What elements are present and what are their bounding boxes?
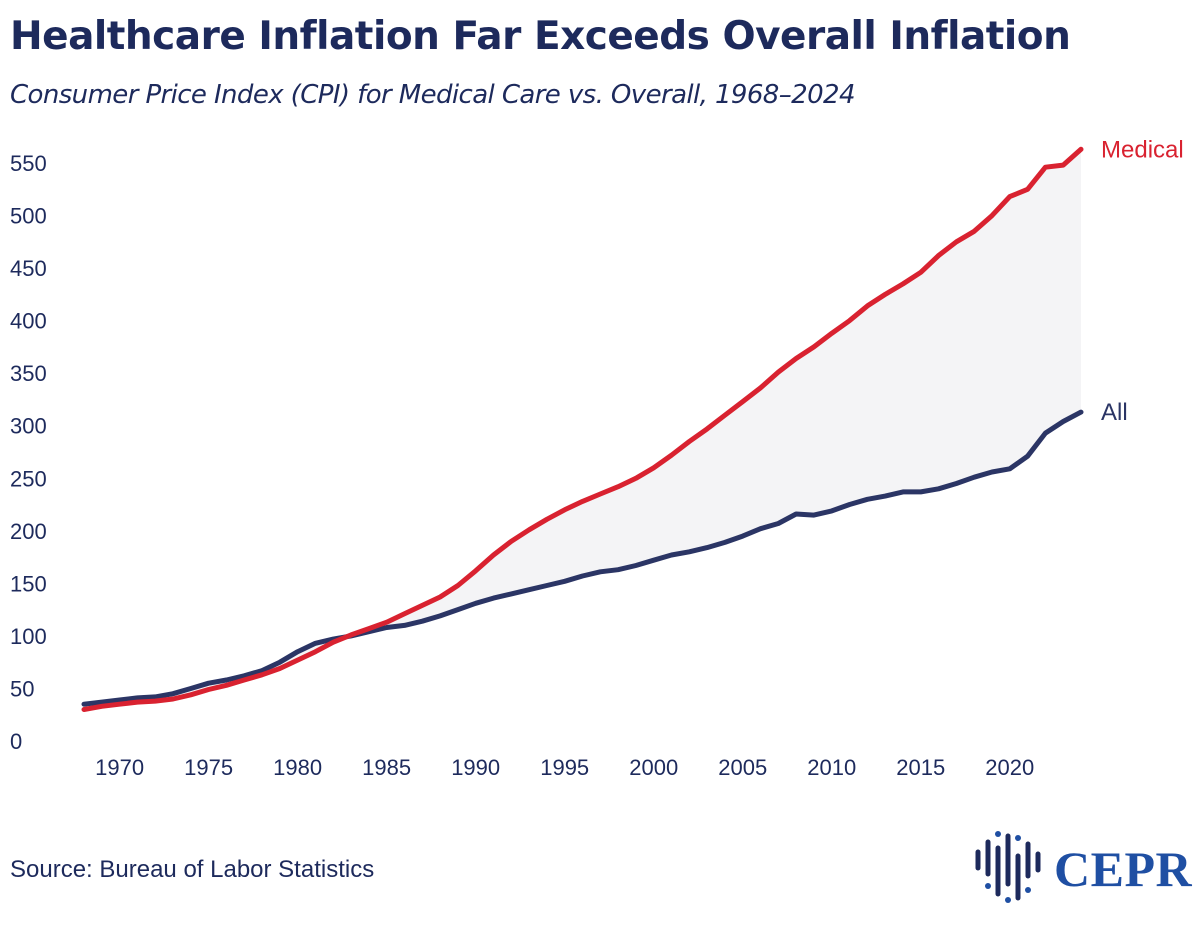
x-tick-label: 2000 [629, 755, 678, 780]
series-line-all [81, 409, 1084, 707]
x-tick-label: 1975 [184, 755, 233, 780]
y-tick-label: 500 [10, 204, 47, 229]
x-tick-label: 1985 [362, 755, 411, 780]
y-tick-label: 0 [10, 729, 22, 754]
x-tick-label: 2015 [896, 755, 945, 780]
x-tick-label: 2010 [807, 755, 856, 780]
chart-subtitle: Consumer Price Index (CPI) for Medical C… [10, 80, 856, 110]
y-tick-label: 400 [10, 309, 47, 334]
x-tick-label: 2005 [718, 755, 767, 780]
series-label-medical: Medical [1101, 136, 1184, 163]
cepr-logo-icon [975, 831, 1041, 903]
x-tick-label: 2020 [985, 755, 1034, 780]
x-tick-label: 1970 [95, 755, 144, 780]
series-label-all: All [1101, 399, 1128, 426]
cepr-logo: CEPR [972, 826, 1192, 908]
y-tick-label: 150 [10, 571, 47, 596]
y-tick-label: 550 [10, 151, 47, 176]
x-tick-label: 1980 [273, 755, 322, 780]
series-line-medical [81, 146, 1084, 712]
y-tick-label: 100 [10, 624, 47, 649]
x-tick-label: 1990 [451, 755, 500, 780]
y-tick-label: 450 [10, 256, 47, 281]
source-note: Source: Bureau of Labor Statistics [10, 856, 375, 883]
x-tick-label: 1995 [540, 755, 589, 780]
y-tick-label: 350 [10, 361, 47, 386]
y-tick-label: 200 [10, 519, 47, 544]
cpi-line-chart: 0 50 100 150 200 250 300 350 400 450 500 550 1970 19… [10, 136, 1184, 780]
y-tick-label: 300 [10, 414, 47, 439]
y-tick-label: 250 [10, 466, 47, 491]
y-tick-label: 50 [10, 676, 34, 701]
chart-title: Healthcare Inflation Far Exceeds Overall… [10, 14, 1071, 59]
cepr-logo-text: CEPR [1054, 841, 1193, 897]
gap-area-fill [84, 149, 1081, 710]
